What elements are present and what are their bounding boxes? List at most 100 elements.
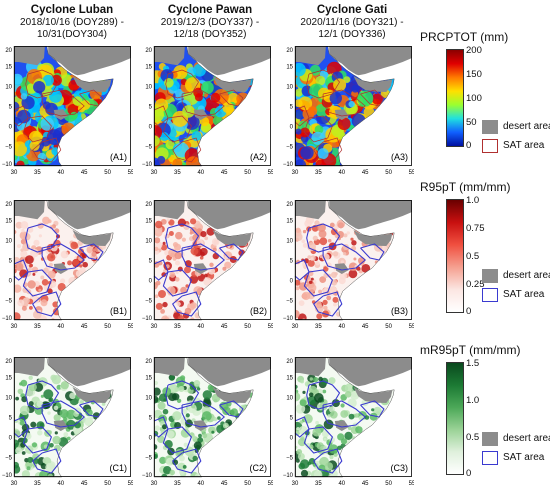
field-cell [200,251,205,257]
map-panel-prcptot-3: 20 15 10 5 0 −5 −10 30 35 40 45 50 55 (A3) [281,46,414,178]
sat-swatch [482,288,498,302]
field-cell [60,278,66,284]
field-cell [158,393,168,402]
field-cell [297,438,307,447]
field-cell [351,240,357,246]
x-tick-label: 30 [151,324,158,330]
coastline [153,357,254,478]
desert-area [353,230,393,246]
field-cell [351,84,360,93]
field-cell [314,125,324,134]
field-cell [301,291,311,301]
sat-boundary [172,137,202,163]
colorbar-tick: 0 [466,140,472,151]
y-tick-label: −5 [145,456,153,462]
field-cell [353,257,357,261]
x-tick-label: 40 [197,324,204,330]
panel-frame [154,200,271,320]
field-cell [190,302,197,309]
x-tick-label: 45 [81,324,88,330]
desert-legend-label: desert area [503,270,550,281]
column-date-end: 12/18 (DOY352) [173,28,247,40]
field-cell [208,267,216,275]
field-cell [160,218,167,225]
field-cell [200,116,210,127]
field-cell [79,267,86,274]
y-tick-label: 15 [145,376,152,382]
y-tick-label: −10 [283,316,294,322]
y-tick-label: 15 [5,65,12,71]
field-cell [185,156,201,166]
field-cell [184,266,191,274]
sat-boundary [294,105,310,127]
panel-label: (B3) [391,306,408,316]
field-cell [101,402,106,406]
x-tick-label: 40 [197,481,204,487]
field-cell [45,462,55,473]
field-cell [30,421,37,428]
field-cell [39,470,49,477]
sat-boundary [165,69,199,99]
field-cell [203,419,208,424]
y-tick-label: −10 [142,162,153,168]
field-cell [175,270,179,275]
field-cell [157,155,166,164]
sat-boundary [31,448,62,474]
map-panel-mr95pt-1: 20 15 10 5 0 −5 −10 30 35 40 45 50 55 (C1) [0,357,133,489]
panel-label: (A3) [391,152,408,162]
desert-area [295,46,326,66]
desert-area [154,46,185,66]
desert-area [353,387,393,403]
field-cell [28,401,34,407]
field-cell [47,411,51,415]
sat-boundary [41,243,86,271]
map-panel-prcptot-2: 20 15 10 5 0 −5 −10 30 35 40 45 50 55 (A2) [140,46,273,178]
sat-boundary [360,89,385,107]
y-tick-label: 0 [290,279,294,285]
field-cell [86,246,95,254]
sat-boundary [181,400,226,428]
field-cell [20,221,29,229]
field-cell [15,262,24,271]
column-header-pawan: Cyclone Pawan 2019/12/3 (DOY337) - 12/18… [140,4,280,40]
field-cell [212,252,219,260]
field-cell [42,216,50,225]
sat-boundary [25,69,59,99]
x-tick-label: 55 [268,481,273,487]
sat-boundary [306,223,341,253]
field-cell [191,404,196,409]
field-cell [184,307,192,315]
field-cell [51,375,62,385]
field-cell [364,415,370,420]
sat-boundary [322,400,367,428]
field-cell [323,305,328,310]
field-cell [209,262,214,267]
field-cell [159,132,169,141]
sat-boundary [219,89,244,107]
sat-boundary [303,269,334,297]
x-tick-label: 50 [385,481,392,487]
field-cell [324,462,334,471]
field-cell [310,257,314,261]
field-cell [175,231,183,240]
desert-area [329,200,412,230]
sat-boundary [32,137,62,163]
panel-frame [154,46,271,166]
field-cell [19,405,30,416]
field-cell [28,375,33,380]
y-tick-label: 10 [5,85,12,91]
field-cell [347,398,357,408]
colorbar-gradient [446,49,464,147]
field-cell [369,412,378,421]
field-cell [211,430,215,434]
colorbar-tick: 150 [466,69,482,80]
field-cell [295,128,302,135]
field-cell [332,296,339,303]
field-cell [190,247,199,256]
field-cell [70,111,78,120]
sat-boundary [294,416,310,438]
sat-boundary [163,115,192,143]
x-tick-label: 45 [362,481,369,487]
